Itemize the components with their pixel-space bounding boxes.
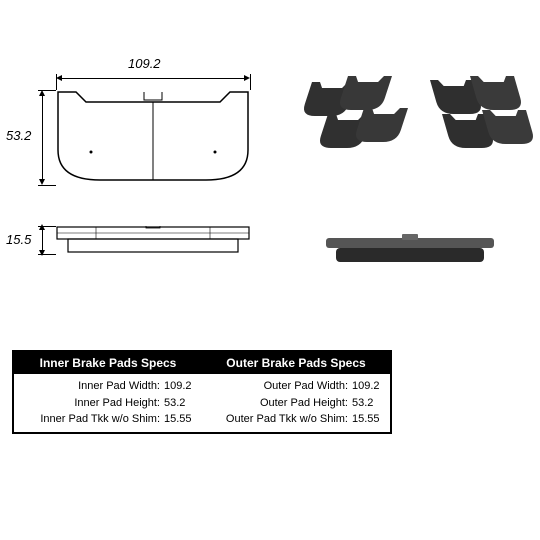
dim-width-label: 109.2	[128, 56, 161, 71]
table-row: Inner Pad Width:109.2	[20, 378, 196, 395]
specs-inner-header: Inner Brake Pads Specs	[14, 352, 202, 374]
product-photo-edge	[320, 230, 500, 270]
dim-thickness-label: 15.5	[6, 232, 31, 247]
pad-side-view	[56, 226, 250, 254]
arrow-icon	[39, 224, 45, 230]
arrow-icon	[39, 250, 45, 256]
ext-line	[38, 90, 56, 91]
specs-outer-header: Outer Brake Pads Specs	[202, 352, 390, 374]
product-photo-set-1	[300, 70, 420, 150]
pad-front-view	[56, 90, 250, 185]
ext-line	[56, 74, 57, 90]
ext-line	[38, 254, 56, 255]
dim-width-line	[60, 78, 244, 79]
technical-drawing: 109.2 53.2 15.5	[10, 60, 290, 300]
dim-thick-line	[42, 228, 43, 252]
table-row: Inner Pad Tkk w/o Shim:15.55	[20, 411, 196, 428]
table-row: Inner Pad Height:53.2	[20, 395, 196, 412]
table-row: Outer Pad Tkk w/o Shim:15.55	[208, 411, 384, 428]
specs-outer-col: Outer Pad Width:109.2 Outer Pad Height:5…	[202, 374, 390, 432]
product-photo-set-2	[420, 70, 540, 150]
canvas: 109.2 53.2 15.5	[0, 0, 540, 540]
dim-height-line	[42, 94, 43, 181]
specs-table: Inner Brake Pads Specs Outer Brake Pads …	[12, 350, 392, 434]
ext-line	[250, 74, 251, 90]
table-row: Outer Pad Width:109.2	[208, 378, 384, 395]
ext-line	[38, 185, 56, 186]
table-row: Outer Pad Height:53.2	[208, 395, 384, 412]
specs-header: Inner Brake Pads Specs Outer Brake Pads …	[14, 352, 390, 374]
ext-line	[38, 226, 56, 227]
specs-inner-col: Inner Pad Width:109.2 Inner Pad Height:5…	[14, 374, 202, 432]
dim-height-label: 53.2	[6, 128, 31, 143]
